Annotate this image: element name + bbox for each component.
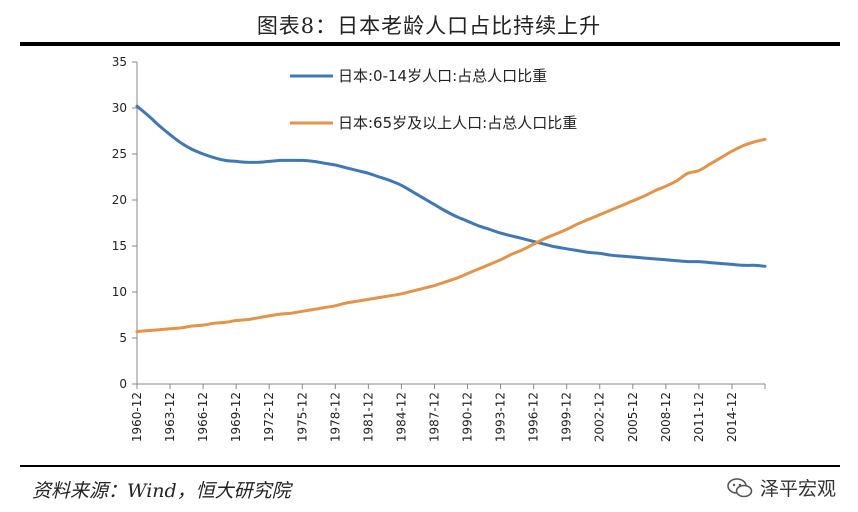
x-tick-label: 1999-12 (560, 392, 574, 442)
y-tick-label: 10 (112, 285, 127, 299)
y-tick-label: 25 (112, 147, 127, 161)
source-note: 资料来源：Wind，恒大研究院 (32, 480, 291, 502)
y-tick-label: 30 (112, 101, 127, 115)
line-chart: 0 5 10 15 20 25 30 35 1960-12 1963-12 1966-12 1969… (112, 55, 767, 442)
chart-title: 图表8：日本老龄人口占比持续上升 (256, 14, 602, 38)
x-tick-label: 1960-12 (130, 392, 144, 442)
x-tick-label: 2005-12 (626, 392, 640, 442)
y-tick-label: 35 (112, 55, 127, 69)
y-tick-label: 15 (112, 239, 127, 253)
x-tick-label: 2002-12 (593, 392, 607, 442)
x-tick-label: 1984-12 (394, 392, 408, 442)
top-rule (20, 42, 840, 46)
y-axis-ticks: 0 5 10 15 20 25 30 35 (112, 55, 137, 391)
x-tick-label: 1972-12 (262, 392, 276, 442)
watermark-text: 泽平宏观 (759, 478, 836, 500)
series-line-age-0-14 (135, 104, 767, 268)
x-tick-label: 2011-12 (692, 392, 706, 442)
x-axis-ticks: 1960-12 1963-12 1966-12 1969-12 1972-12 1975-… (130, 384, 766, 442)
x-tick-label: 1993-12 (494, 392, 508, 442)
x-tick-label: 2008-12 (659, 392, 673, 442)
x-tick-label: 1966-12 (196, 392, 210, 442)
bottom-rule (20, 465, 840, 467)
x-tick-label: 1978-12 (328, 392, 342, 442)
legend-label-age-65-plus: 日本:65岁及以上人口:占总人口比重 (338, 114, 577, 132)
x-tick-label: 2014-12 (725, 392, 739, 442)
watermark: 泽平宏观 (726, 474, 836, 501)
series-line-age-65-plus (135, 137, 767, 334)
wechat-icon (727, 477, 753, 497)
x-tick-label: 1963-12 (163, 392, 177, 442)
y-tick-label: 5 (119, 331, 127, 345)
x-tick-label: 1969-12 (229, 392, 243, 442)
y-tick-label: 20 (112, 193, 127, 207)
series-lines (135, 104, 767, 334)
chart-axes (136, 62, 765, 385)
x-tick-label: 1981-12 (361, 392, 375, 442)
y-tick-label: 0 (119, 377, 127, 391)
legend-label-age-0-14: 日本:0-14岁人口:占总人口比重 (338, 67, 547, 85)
x-tick-label: 1987-12 (427, 392, 441, 442)
x-tick-label: 1990-12 (461, 392, 475, 442)
x-tick-label: 1996-12 (527, 392, 541, 442)
x-tick-label: 1975-12 (295, 392, 309, 442)
